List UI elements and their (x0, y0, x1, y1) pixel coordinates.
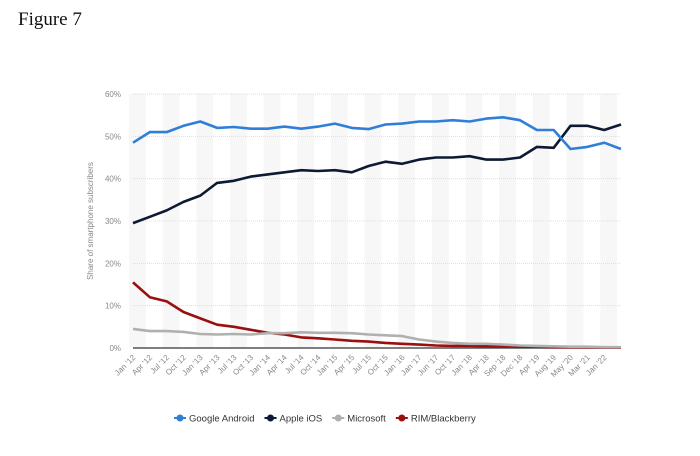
background-stripe (431, 94, 449, 348)
y-tick-label: 50% (105, 132, 121, 141)
background-stripe (600, 94, 617, 348)
y-tick-label: 60% (105, 90, 121, 99)
y-tick-label: 0% (109, 344, 121, 353)
series-line-google-android (132, 116, 622, 151)
background-stripe (229, 94, 247, 348)
figure-title: Figure 7 (18, 9, 82, 30)
y-axis-label: Share of smartphone subscribers (86, 162, 95, 280)
series-line-apple-ios (132, 123, 622, 225)
legend-label[interactable]: RIM/Blackberry (411, 414, 476, 425)
background-stripe (263, 94, 281, 348)
background-stripe (196, 94, 214, 348)
background-stripe (398, 94, 416, 348)
legend-label[interactable]: Microsoft (347, 414, 386, 425)
y-tick-label: 30% (105, 217, 121, 226)
y-tick-label: 40% (105, 175, 121, 184)
y-tick-label: 20% (105, 259, 121, 268)
y-tick-label: 10% (105, 302, 121, 311)
series-line-microsoft (132, 327, 621, 349)
legend-label[interactable]: Google Android (189, 414, 255, 425)
legend-label[interactable]: Apple iOS (280, 414, 323, 425)
background-stripe (566, 94, 584, 348)
